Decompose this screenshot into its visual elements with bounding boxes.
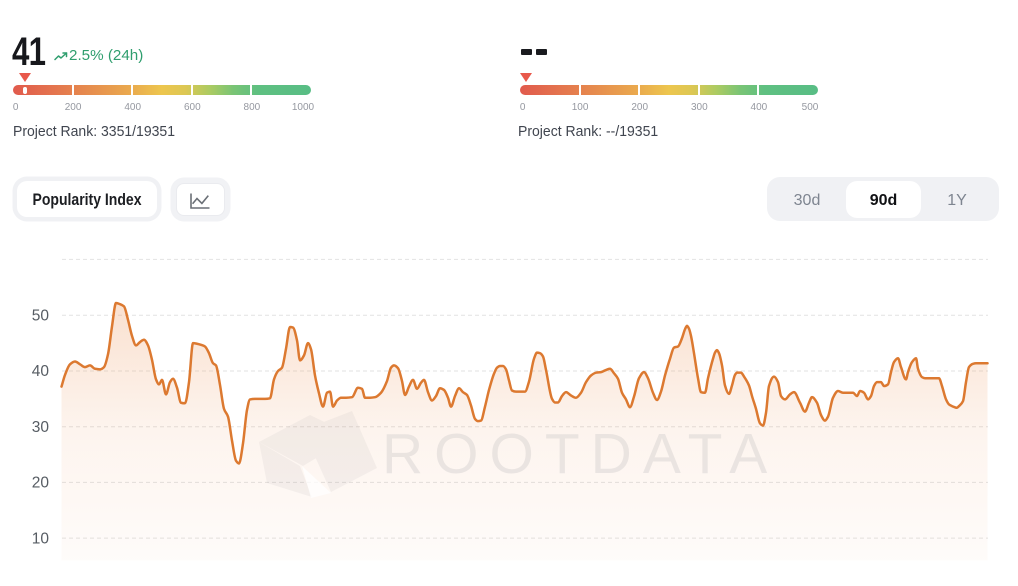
svg-text:10: 10 [32, 530, 50, 547]
svg-text:ROOTDATA: ROOTDATA [382, 422, 778, 486]
svg-text:30: 30 [32, 419, 50, 436]
svg-text:50: 50 [32, 308, 50, 325]
svg-text:40: 40 [32, 363, 50, 380]
svg-text:20: 20 [32, 475, 50, 492]
